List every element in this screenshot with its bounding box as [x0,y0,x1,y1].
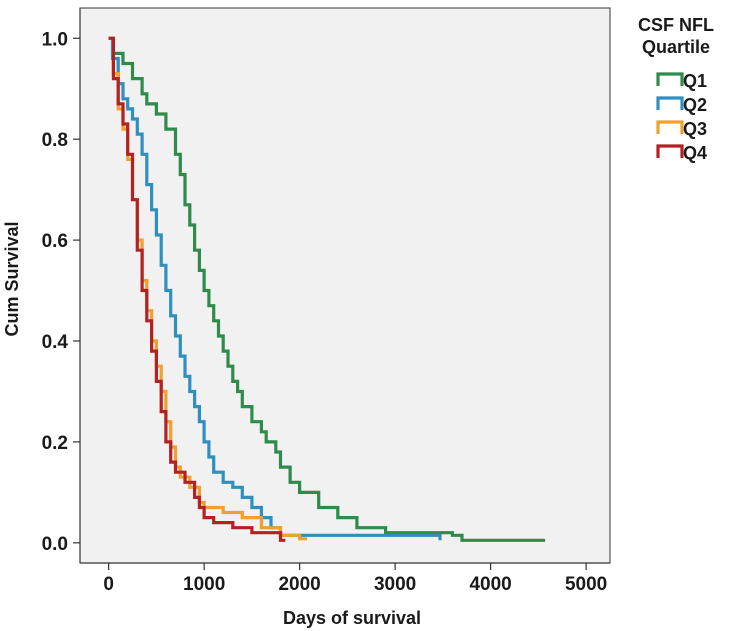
series-line-q2 [108,36,442,541]
y-tick-label: 0.4 [42,332,69,353]
legend-title-line-2: Quartile [642,37,710,57]
y-tick-label: 0.0 [42,534,68,555]
series-layer [108,36,546,542]
x-axis-label: Days of survival [283,608,421,628]
legend-title-line-1: CSF NFL [638,15,714,35]
y-tick-label: 0.2 [42,433,68,454]
legend-label-q3: Q3 [683,119,707,139]
legend: CSF NFL Quartile Q1 Q2 Q3 Q4 [638,15,714,163]
legend-swatch-q3 [656,120,684,134]
legend-label-q4: Q4 [683,143,707,163]
legend-label-q1: Q1 [683,71,707,91]
y-axis-label: Cum Survival [2,221,22,336]
series-line-q4 [108,36,286,542]
x-tick-label: 0 [103,574,114,595]
y-tick-label: 0.6 [42,231,68,252]
axes-layer [79,8,610,564]
y-tick-label: 0.8 [42,130,68,151]
x-tick-label: 4000 [469,574,511,595]
legend-items: Q1 Q2 Q3 Q4 [656,71,707,163]
x-tick-label: 5000 [565,574,607,595]
legend-label-q2: Q2 [683,95,707,115]
plot-background [79,7,611,564]
x-tick-label: 1000 [183,574,225,595]
x-tick-label: 2000 [278,574,320,595]
x-tick-label: 3000 [374,574,416,595]
y-tick-label: 1.0 [42,29,68,50]
legend-swatch-q4 [656,144,684,158]
series-line-q1 [108,36,546,542]
legend-swatch-q1 [656,72,684,86]
ticks-layer: 0 1000 2000 3000 4000 5000 0.0 0.2 0.4 0.6 0.8 1.0 [42,29,608,595]
legend-swatch-q2 [656,96,684,110]
